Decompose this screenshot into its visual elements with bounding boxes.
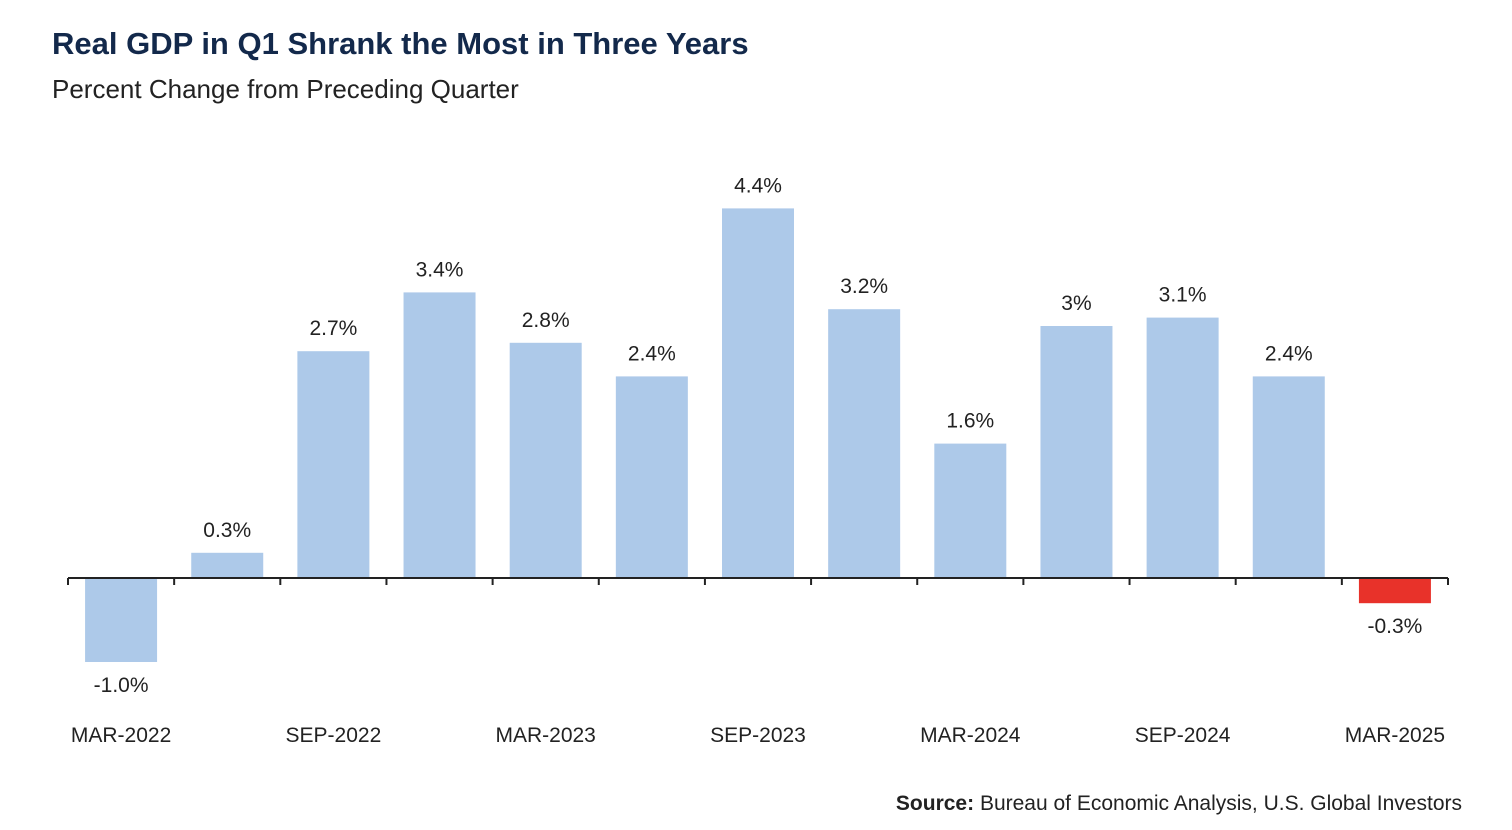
data-label-jun-2023: 2.4% (628, 342, 676, 365)
chart-subtitle: Percent Change from Preceding Quarter (52, 74, 519, 104)
bar-jun-2023 (615, 376, 688, 578)
x-tick-label-mar-2023: MAR-2023 (495, 724, 595, 747)
x-tick-label-sep-2024: SEP-2024 (1135, 724, 1231, 747)
bar-sep-2023 (722, 208, 794, 578)
data-label-dec-2022: 3.4% (416, 258, 464, 281)
bar-mar-2024 (934, 443, 1007, 578)
data-label-dec-2024: 2.4% (1265, 342, 1313, 365)
data-label-sep-2024: 3.1% (1159, 284, 1207, 307)
x-tick-label-mar-2022: MAR-2022 (71, 724, 171, 747)
bar-mar-2025 (1358, 578, 1431, 604)
bar-mar-2023 (509, 342, 582, 578)
bar-dec-2023 (828, 309, 901, 578)
bar-sep-2022 (297, 351, 370, 578)
data-label-jun-2022: 0.3% (203, 519, 251, 542)
bar-jun-2024 (1040, 326, 1113, 578)
source-label: Source: (895, 792, 975, 815)
source-text: Bureau of Economic Analysis, U.S. Global… (979, 792, 1462, 815)
x-tick-label-sep-2022: SEP-2022 (286, 724, 382, 747)
data-label-sep-2022: 2.7% (309, 317, 357, 340)
source-note: Source: Bureau of Economic Analysis, U.S… (896, 792, 1462, 816)
bar-sep-2024 (1146, 317, 1219, 578)
data-label-mar-2022: -1.0% (94, 674, 149, 697)
bar-dec-2024 (1252, 376, 1325, 578)
data-label-mar-2024: 1.6% (946, 410, 994, 433)
bar-mar-2022 (85, 578, 158, 662)
x-tick-label-mar-2025: MAR-2025 (1345, 724, 1445, 747)
chart-title: Real GDP in Q1 Shrank the Most in Three … (52, 26, 749, 61)
data-label-mar-2025: -0.3% (1367, 615, 1422, 638)
data-label-jun-2024: 3% (1061, 292, 1091, 315)
data-label-dec-2023: 3.2% (840, 275, 888, 298)
data-label-mar-2023: 2.8% (522, 309, 570, 332)
data-label-sep-2023: 4.4% (734, 174, 782, 197)
bar-dec-2022 (403, 292, 476, 578)
x-tick-label-mar-2024: MAR-2024 (920, 724, 1021, 747)
bar-jun-2022 (191, 552, 264, 578)
x-tick-label-sep-2023: SEP-2023 (710, 724, 806, 747)
